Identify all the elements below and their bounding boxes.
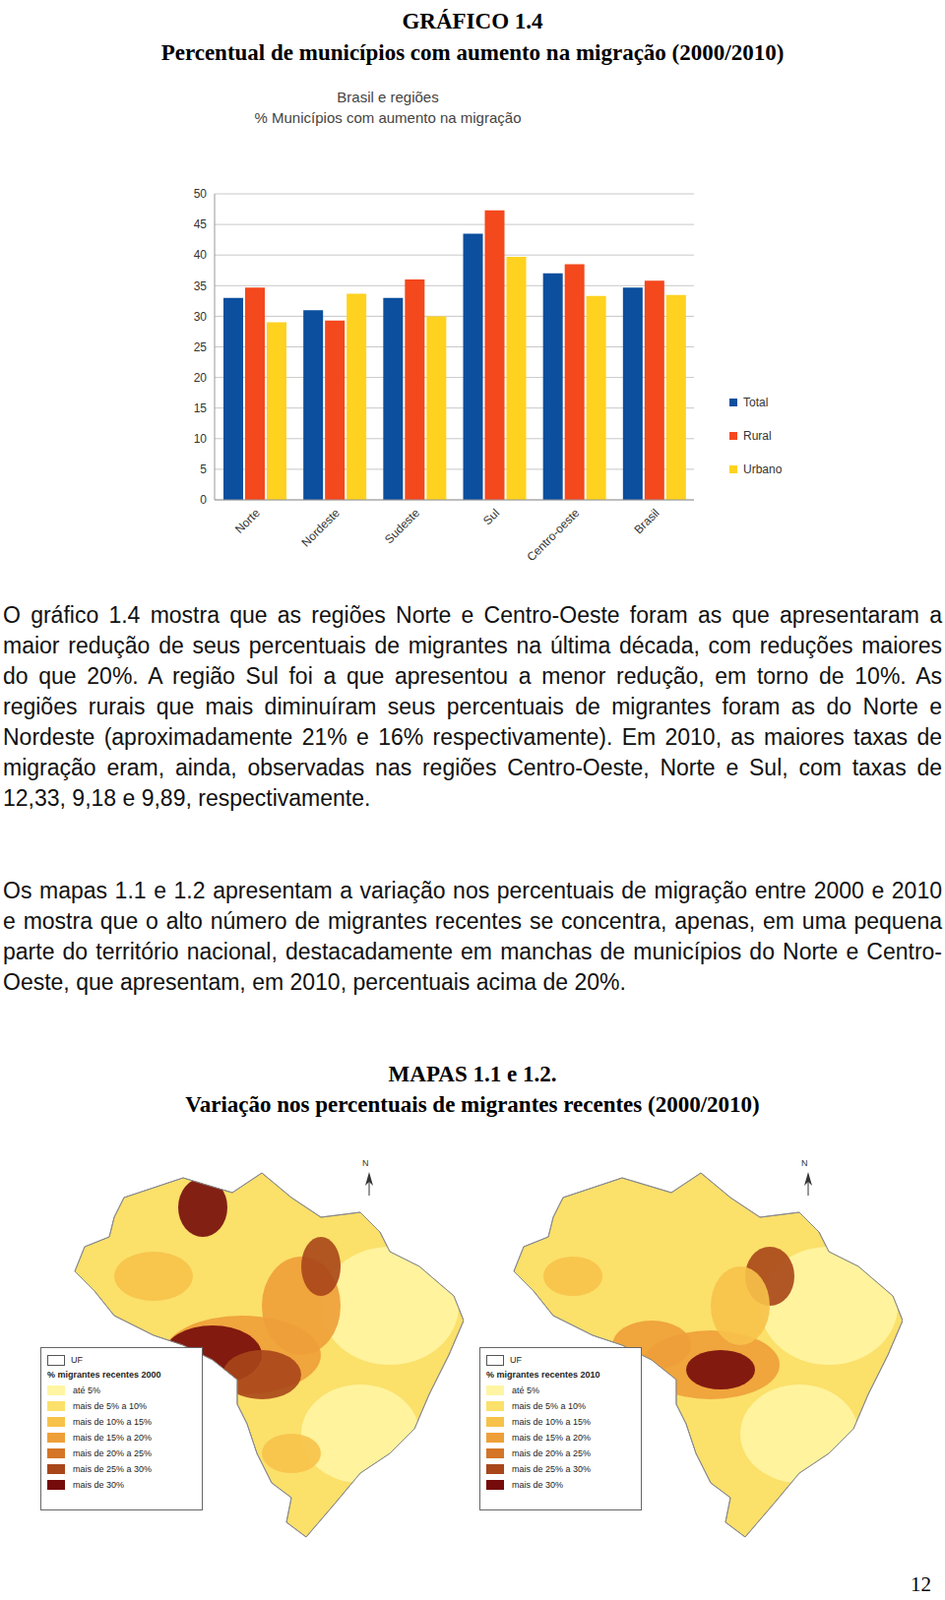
html-text:Variação nos percentuais de mi: Variação nos percentuais de migrantes re… bbox=[185, 1092, 760, 1118]
svg-text:20: 20 bbox=[193, 371, 208, 385]
html-text:Urbano: Urbano bbox=[743, 462, 782, 477]
html-text:O gráfico 1.4 mostra que as re: O gráfico 1.4 mostra que as regiões Nort… bbox=[2, 602, 943, 812]
html-text:mais de 25% a 30%: mais de 25% a 30% bbox=[72, 1464, 152, 1475]
html-text:Os mapas 1.1 e 1.2 apresentam: Os mapas 1.1 e 1.2 apresentam a variação… bbox=[2, 878, 943, 996]
svg-text:50: 50 bbox=[193, 187, 208, 201]
html-text:mais de 20% a 25%: mais de 20% a 25% bbox=[72, 1449, 152, 1459]
svg-text:35: 35 bbox=[193, 279, 208, 294]
svg-text:Sul: Sul bbox=[480, 505, 503, 528]
html-text:% migrantes recentes 2000: % migrantes recentes 2000 bbox=[47, 1370, 162, 1381]
html-text:mais de 10% a 15%: mais de 10% a 15% bbox=[72, 1417, 152, 1428]
svg-text:40: 40 bbox=[193, 248, 208, 262]
svg-text:15: 15 bbox=[193, 401, 208, 416]
svg-text:0: 0 bbox=[199, 493, 207, 507]
html-text:Total: Total bbox=[743, 395, 769, 410]
html-text:MAPAS 1.1 e 1.2.: MAPAS 1.1 e 1.2. bbox=[388, 1062, 557, 1087]
html-text:Percentual de municípios com a: Percentual de municípios com aumento na … bbox=[161, 40, 784, 65]
html-text:Brasil e regiões: Brasil e regiões bbox=[336, 88, 439, 106]
html-text:mais de 30%: mais de 30% bbox=[511, 1480, 564, 1491]
html-text:% Municípios com aumento na mi: % Municípios com aumento na migração bbox=[254, 109, 522, 126]
html-text:mais de 25% a 30%: mais de 25% a 30% bbox=[511, 1464, 591, 1475]
svg-text:5: 5 bbox=[199, 462, 207, 477]
svg-text:Centro-oeste: Centro-oeste bbox=[523, 505, 582, 565]
html-text:até 5%: até 5% bbox=[511, 1386, 540, 1396]
html-text:mais de 30%: mais de 30% bbox=[72, 1480, 125, 1491]
html-text:mais de 15% a 20%: mais de 15% a 20% bbox=[511, 1433, 591, 1444]
html-text:até 5%: até 5% bbox=[72, 1386, 101, 1396]
svg-text:10: 10 bbox=[193, 432, 208, 446]
svg-text:45: 45 bbox=[193, 217, 208, 232]
html-text:mais de 20% a 25%: mais de 20% a 25% bbox=[511, 1449, 591, 1459]
html-text:UF: UF bbox=[70, 1355, 83, 1366]
svg-text:Norte: Norte bbox=[232, 505, 263, 537]
html-text:mais de 5% a 10%: mais de 5% a 10% bbox=[72, 1401, 147, 1412]
svg-text:Brasil: Brasil bbox=[630, 505, 662, 537]
html-text:mais de 5% a 10%: mais de 5% a 10% bbox=[511, 1401, 586, 1412]
svg-text:25: 25 bbox=[193, 340, 208, 355]
svg-text:30: 30 bbox=[193, 310, 208, 324]
html-text:mais de 10% a 15%: mais de 10% a 15% bbox=[511, 1417, 591, 1428]
html-text:UF: UF bbox=[509, 1355, 522, 1366]
html-text:N: N bbox=[362, 1158, 369, 1169]
html-text:N: N bbox=[801, 1158, 808, 1169]
html-text:GRÁFICO 1.4: GRÁFICO 1.4 bbox=[402, 8, 543, 34]
svg-text:Nordeste: Nordeste bbox=[299, 505, 344, 551]
html-text:12: 12 bbox=[910, 1573, 932, 1597]
html-text:mais de 15% a 20%: mais de 15% a 20% bbox=[72, 1433, 152, 1444]
html-text:% migrantes recentes 2010: % migrantes recentes 2010 bbox=[486, 1370, 601, 1381]
html-text:Rural: Rural bbox=[743, 429, 772, 443]
svg-text:Sudeste: Sudeste bbox=[381, 505, 423, 547]
